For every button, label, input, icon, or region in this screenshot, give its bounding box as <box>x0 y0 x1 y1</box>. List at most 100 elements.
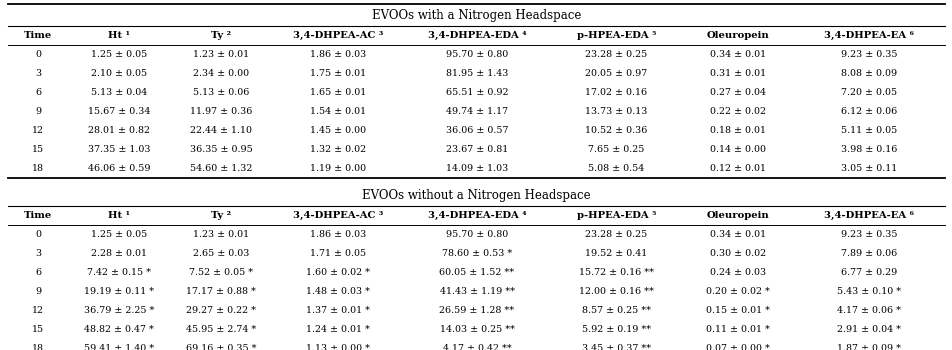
Text: 45.95 ± 2.74 *: 45.95 ± 2.74 * <box>186 325 256 334</box>
Text: 3: 3 <box>35 69 41 78</box>
Text: 1.60 ± 0.02 *: 1.60 ± 0.02 * <box>306 268 369 277</box>
Text: 59.41 ± 1.40 *: 59.41 ± 1.40 * <box>84 344 154 350</box>
Text: 0.18 ± 0.01: 0.18 ± 0.01 <box>709 126 765 135</box>
Text: 1.48 ± 0.03 *: 1.48 ± 0.03 * <box>306 287 369 296</box>
Text: 0: 0 <box>35 50 41 59</box>
Text: 0.14 ± 0.00: 0.14 ± 0.00 <box>709 145 765 154</box>
Text: 0: 0 <box>35 230 41 239</box>
Text: 1.23 ± 0.01: 1.23 ± 0.01 <box>193 230 249 239</box>
Text: 12: 12 <box>32 306 44 315</box>
Text: 69.16 ± 0.35 *: 69.16 ± 0.35 * <box>186 344 256 350</box>
Text: 11.97 ± 0.36: 11.97 ± 0.36 <box>189 107 252 116</box>
Text: 1.87 ± 0.09 *: 1.87 ± 0.09 * <box>837 344 901 350</box>
Text: Oleuropein: Oleuropein <box>705 31 768 40</box>
Text: 1.23 ± 0.01: 1.23 ± 0.01 <box>193 50 249 59</box>
Text: 26.59 ± 1.28 **: 26.59 ± 1.28 ** <box>439 306 514 315</box>
Text: 95.70 ± 0.80: 95.70 ± 0.80 <box>446 50 507 59</box>
Text: 78.60 ± 0.53 *: 78.60 ± 0.53 * <box>442 249 511 258</box>
Text: 8.57 ± 0.25 **: 8.57 ± 0.25 ** <box>582 306 650 315</box>
Text: Ht ¹: Ht ¹ <box>109 211 130 220</box>
Text: 3,4-DHPEA-EDA ⁴: 3,4-DHPEA-EDA ⁴ <box>427 31 526 40</box>
Text: 20.05 ± 0.97: 20.05 ± 0.97 <box>585 69 646 78</box>
Text: 7.89 ± 0.06: 7.89 ± 0.06 <box>841 249 897 258</box>
Text: EVOOs without a Nitrogen Headspace: EVOOs without a Nitrogen Headspace <box>362 189 590 202</box>
Text: 6: 6 <box>35 268 41 277</box>
Text: Ty ²: Ty ² <box>211 31 231 40</box>
Text: 1.65 ± 0.01: 1.65 ± 0.01 <box>309 88 366 97</box>
Text: 0.11 ± 0.01 *: 0.11 ± 0.01 * <box>705 325 769 334</box>
Text: p-HPEA-EDA ⁵: p-HPEA-EDA ⁵ <box>576 211 655 220</box>
Text: 7.52 ± 0.05 *: 7.52 ± 0.05 * <box>189 268 253 277</box>
Text: 23.67 ± 0.81: 23.67 ± 0.81 <box>446 145 507 154</box>
Text: 1.32 ± 0.02: 1.32 ± 0.02 <box>309 145 366 154</box>
Text: 28.01 ± 0.82: 28.01 ± 0.82 <box>89 126 150 135</box>
Text: 1.37 ± 0.01 *: 1.37 ± 0.01 * <box>306 306 369 315</box>
Text: 6.77 ± 0.29: 6.77 ± 0.29 <box>841 268 897 277</box>
Text: 0.27 ± 0.04: 0.27 ± 0.04 <box>709 88 765 97</box>
Text: 36.06 ± 0.57: 36.06 ± 0.57 <box>446 126 507 135</box>
Text: 9.23 ± 0.35: 9.23 ± 0.35 <box>841 50 897 59</box>
Text: 1.86 ± 0.03: 1.86 ± 0.03 <box>309 230 366 239</box>
Text: 0.22 ± 0.02: 0.22 ± 0.02 <box>709 107 765 116</box>
Text: 36.35 ± 0.95: 36.35 ± 0.95 <box>189 145 252 154</box>
Text: 41.43 ± 1.19 **: 41.43 ± 1.19 ** <box>439 287 514 296</box>
Text: 5.13 ± 0.04: 5.13 ± 0.04 <box>91 88 148 97</box>
Text: 0.07 ± 0.00 *: 0.07 ± 0.00 * <box>705 344 769 350</box>
Text: 5.43 ± 0.10 *: 5.43 ± 0.10 * <box>837 287 901 296</box>
Text: EVOOs with a Nitrogen Headspace: EVOOs with a Nitrogen Headspace <box>371 8 581 21</box>
Text: 46.06 ± 0.59: 46.06 ± 0.59 <box>88 164 150 173</box>
Text: 15.67 ± 0.34: 15.67 ± 0.34 <box>89 107 150 116</box>
Text: 23.28 ± 0.25: 23.28 ± 0.25 <box>585 50 646 59</box>
Text: 1.86 ± 0.03: 1.86 ± 0.03 <box>309 50 366 59</box>
Text: 22.44 ± 1.10: 22.44 ± 1.10 <box>190 126 252 135</box>
Text: 0.24 ± 0.03: 0.24 ± 0.03 <box>709 268 765 277</box>
Text: 9: 9 <box>35 107 41 116</box>
Text: 3.98 ± 0.16: 3.98 ± 0.16 <box>841 145 897 154</box>
Text: 0.30 ± 0.02: 0.30 ± 0.02 <box>709 249 765 258</box>
Text: 6: 6 <box>35 88 41 97</box>
Text: 15: 15 <box>32 325 44 334</box>
Text: 65.51 ± 0.92: 65.51 ± 0.92 <box>446 88 507 97</box>
Text: 2.34 ± 0.00: 2.34 ± 0.00 <box>193 69 249 78</box>
Text: 3: 3 <box>35 249 41 258</box>
Text: 23.28 ± 0.25: 23.28 ± 0.25 <box>585 230 646 239</box>
Text: 1.75 ± 0.01: 1.75 ± 0.01 <box>309 69 366 78</box>
Text: 0.15 ± 0.01 *: 0.15 ± 0.01 * <box>705 306 769 315</box>
Text: 3,4-DHPEA-EDA ⁴: 3,4-DHPEA-EDA ⁴ <box>427 211 526 220</box>
Text: 2.65 ± 0.03: 2.65 ± 0.03 <box>193 249 249 258</box>
Text: 15: 15 <box>32 145 44 154</box>
Text: 17.17 ± 0.88 *: 17.17 ± 0.88 * <box>187 287 256 296</box>
Text: 49.74 ± 1.17: 49.74 ± 1.17 <box>446 107 507 116</box>
Text: Oleuropein: Oleuropein <box>705 211 768 220</box>
Text: 14.09 ± 1.03: 14.09 ± 1.03 <box>446 164 507 173</box>
Text: 81.95 ± 1.43: 81.95 ± 1.43 <box>446 69 507 78</box>
Text: 19.52 ± 0.41: 19.52 ± 0.41 <box>585 249 646 258</box>
Text: 5.11 ± 0.05: 5.11 ± 0.05 <box>841 126 897 135</box>
Text: 5.13 ± 0.06: 5.13 ± 0.06 <box>193 88 249 97</box>
Text: 9: 9 <box>35 287 41 296</box>
Text: 4.17 ± 0.42 **: 4.17 ± 0.42 ** <box>443 344 511 350</box>
Text: Ty ²: Ty ² <box>211 211 231 220</box>
Text: 1.25 ± 0.05: 1.25 ± 0.05 <box>91 230 148 239</box>
Text: 7.20 ± 0.05: 7.20 ± 0.05 <box>841 88 897 97</box>
Text: 0.31 ± 0.01: 0.31 ± 0.01 <box>709 69 765 78</box>
Text: 15.72 ± 0.16 **: 15.72 ± 0.16 ** <box>578 268 653 277</box>
Text: 12.00 ± 0.16 **: 12.00 ± 0.16 ** <box>579 287 653 296</box>
Text: 1.13 ± 0.00 *: 1.13 ± 0.00 * <box>306 344 369 350</box>
Text: 19.19 ± 0.11 *: 19.19 ± 0.11 * <box>84 287 154 296</box>
Text: 4.17 ± 0.06 *: 4.17 ± 0.06 * <box>837 306 901 315</box>
Text: Time: Time <box>24 211 52 220</box>
Text: 3,4-DHPEA-AC ³: 3,4-DHPEA-AC ³ <box>292 211 383 220</box>
Text: 1.45 ± 0.00: 1.45 ± 0.00 <box>309 126 366 135</box>
Text: 0.34 ± 0.01: 0.34 ± 0.01 <box>709 230 765 239</box>
Text: 9.23 ± 0.35: 9.23 ± 0.35 <box>841 230 897 239</box>
Text: Time: Time <box>24 31 52 40</box>
Text: 7.42 ± 0.15 *: 7.42 ± 0.15 * <box>88 268 151 277</box>
Text: 7.65 ± 0.25: 7.65 ± 0.25 <box>587 145 644 154</box>
Text: 5.92 ± 0.19 **: 5.92 ± 0.19 ** <box>582 325 650 334</box>
Text: 2.10 ± 0.05: 2.10 ± 0.05 <box>91 69 148 78</box>
Text: 54.60 ± 1.32: 54.60 ± 1.32 <box>189 164 252 173</box>
Text: 0.12 ± 0.01: 0.12 ± 0.01 <box>709 164 765 173</box>
Text: 37.35 ± 1.03: 37.35 ± 1.03 <box>88 145 150 154</box>
Text: 3.05 ± 0.11: 3.05 ± 0.11 <box>841 164 897 173</box>
